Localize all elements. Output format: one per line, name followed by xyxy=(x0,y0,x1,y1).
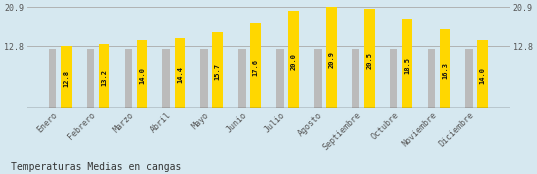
Text: 18.5: 18.5 xyxy=(404,57,410,74)
Bar xyxy=(99,44,110,108)
Text: 12.8: 12.8 xyxy=(63,70,69,87)
Text: 14.4: 14.4 xyxy=(177,66,183,83)
Bar xyxy=(364,9,374,108)
Bar xyxy=(314,49,322,108)
Text: 16.3: 16.3 xyxy=(442,62,448,79)
Bar xyxy=(466,49,473,108)
Bar xyxy=(276,49,284,108)
Bar xyxy=(352,49,359,108)
Text: 20.0: 20.0 xyxy=(291,53,296,70)
Bar xyxy=(427,49,435,108)
Text: 15.7: 15.7 xyxy=(215,63,221,80)
Bar xyxy=(200,49,208,108)
Text: 14.0: 14.0 xyxy=(139,67,145,84)
Bar xyxy=(49,49,56,108)
Bar xyxy=(477,40,488,108)
Text: 20.9: 20.9 xyxy=(328,51,335,68)
Bar xyxy=(402,19,412,108)
Text: 14.0: 14.0 xyxy=(480,67,486,84)
Bar xyxy=(288,11,299,108)
Bar xyxy=(238,49,246,108)
Bar xyxy=(163,49,170,108)
Text: Temperaturas Medias en cangas: Temperaturas Medias en cangas xyxy=(11,162,181,172)
Bar xyxy=(390,49,397,108)
Bar xyxy=(250,23,261,108)
Bar xyxy=(87,49,95,108)
Text: 13.2: 13.2 xyxy=(101,69,107,86)
Text: 20.5: 20.5 xyxy=(366,52,372,69)
Bar xyxy=(61,46,71,108)
Text: 17.6: 17.6 xyxy=(252,59,259,76)
Bar xyxy=(175,38,185,108)
Bar xyxy=(440,29,450,108)
Bar xyxy=(137,40,147,108)
Bar xyxy=(326,7,337,108)
Bar xyxy=(213,32,223,108)
Bar xyxy=(125,49,132,108)
